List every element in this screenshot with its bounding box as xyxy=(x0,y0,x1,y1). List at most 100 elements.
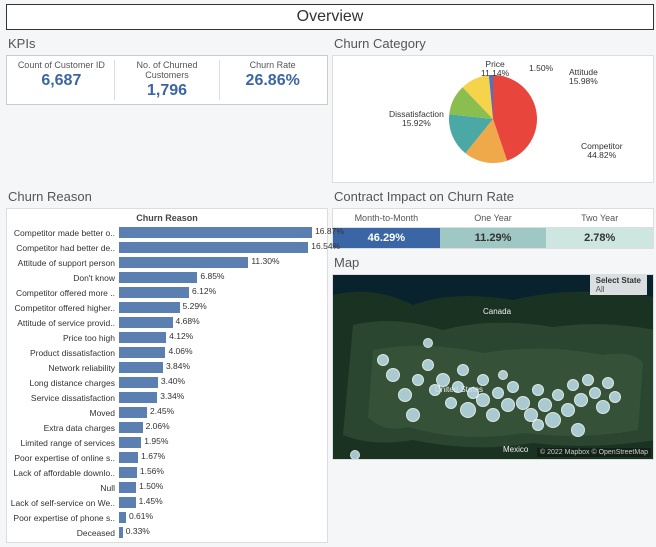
map-dot[interactable] xyxy=(532,384,544,396)
map-dot[interactable] xyxy=(538,398,552,412)
churn-reason-label: Long distance charges xyxy=(9,378,119,388)
churn-reason-bar xyxy=(119,527,123,538)
churn-reason-value: 16.54% xyxy=(311,241,340,251)
contract-col-value[interactable]: 11.29% xyxy=(440,228,547,248)
map-country-label: Mexico xyxy=(503,445,528,454)
churn-reason-bar xyxy=(119,242,308,253)
map-dot[interactable] xyxy=(501,398,515,412)
churn-reason-value: 6.85% xyxy=(200,271,224,281)
churn-reason-row[interactable]: Competitor made better o..16.87% xyxy=(9,225,325,240)
map-dot[interactable] xyxy=(561,403,575,417)
map-dot[interactable] xyxy=(398,388,412,402)
map-dot[interactable] xyxy=(350,450,360,460)
contract-table[interactable]: Month-to-MonthOne YearTwo Year 46.29%11.… xyxy=(332,208,654,249)
churn-reason-bar xyxy=(119,332,166,343)
map-dot[interactable] xyxy=(602,377,614,389)
map-dot[interactable] xyxy=(406,408,420,422)
churn-reason-row[interactable]: Service dissatisfaction3.34% xyxy=(9,390,325,405)
churn-reason-row[interactable]: Null1.50% xyxy=(9,480,325,495)
churn-reason-section: Churn Reason Churn Reason Competitor mad… xyxy=(6,187,328,543)
kpi-value: 6,687 xyxy=(9,72,114,90)
map-dot[interactable] xyxy=(486,408,500,422)
churn-reason-label: Limited range of services xyxy=(9,438,119,448)
map-dot[interactable] xyxy=(460,402,476,418)
pie-chart[interactable]: Competitor44.82%Attitude15.98%1.50%Price… xyxy=(332,55,654,183)
churn-reason-label: Lack of affordable downlo.. xyxy=(9,468,119,478)
kpi-value: 26.86% xyxy=(220,72,325,90)
churn-reason-row[interactable]: Network reliability3.84% xyxy=(9,360,325,375)
churn-reason-label: Attitude of service provid.. xyxy=(9,318,119,328)
churn-reason-row[interactable]: Price too high4.12% xyxy=(9,330,325,345)
map-dot[interactable] xyxy=(532,419,544,431)
churn-reason-row[interactable]: Don't know6.85% xyxy=(9,270,325,285)
map-dot[interactable] xyxy=(445,397,457,409)
churn-reason-chart[interactable]: Churn Reason Competitor made better o..1… xyxy=(6,208,328,543)
kpis-header: KPIs xyxy=(6,34,328,53)
churn-reason-row[interactable]: Moved2.45% xyxy=(9,405,325,420)
contract-section: Contract Impact on Churn Rate Month-to-M… xyxy=(332,187,654,249)
churn-reason-label: Service dissatisfaction xyxy=(9,393,119,403)
map-dot[interactable] xyxy=(498,370,508,380)
churn-reason-row[interactable]: Attitude of service provid.. 4.68% xyxy=(9,315,325,330)
dashboard: Overview KPIs Count of Customer ID6,687N… xyxy=(0,0,656,547)
map-dot[interactable] xyxy=(457,364,469,376)
map-dot[interactable] xyxy=(552,389,564,401)
churn-reason-row[interactable]: Lack of affordable downlo..1.56% xyxy=(9,465,325,480)
churn-reason-bar xyxy=(119,422,143,433)
pie-label: Competitor44.82% xyxy=(581,142,623,161)
churn-reason-bar xyxy=(119,437,141,448)
map-dot[interactable] xyxy=(412,374,424,386)
churn-reason-label: Competitor offered more .. xyxy=(9,288,119,298)
map-dot[interactable] xyxy=(423,338,433,348)
map-dot[interactable] xyxy=(476,393,490,407)
map-dot[interactable] xyxy=(436,373,450,387)
map-dot[interactable] xyxy=(452,381,464,393)
map-dot[interactable] xyxy=(609,391,621,403)
contract-col-value[interactable]: 46.29% xyxy=(333,228,440,248)
churn-reason-bar xyxy=(119,407,147,418)
map-country-label: Canada xyxy=(483,307,511,316)
map-state-selector[interactable]: Select State All xyxy=(590,275,647,295)
churn-reason-row[interactable]: Competitor had better de..16.54% xyxy=(9,240,325,255)
contract-header: Contract Impact on Churn Rate xyxy=(332,187,654,206)
churn-reason-col-header: Churn Reason xyxy=(9,213,325,223)
map-credit: © 2022 Mapbox © OpenStreetMap xyxy=(537,448,651,457)
churn-reason-row[interactable]: Competitor offered higher..5.29% xyxy=(9,300,325,315)
contract-col-header: Month-to-Month xyxy=(333,209,440,228)
churn-reason-row[interactable]: Poor expertise of online s..1.67% xyxy=(9,450,325,465)
map-dot[interactable] xyxy=(589,387,601,399)
churn-reason-value: 4.68% xyxy=(176,316,200,326)
map-dot[interactable] xyxy=(477,374,489,386)
map[interactable]: Select State All © 2022 Mapbox © OpenStr… xyxy=(332,274,654,460)
kpi-card: Count of Customer ID6,687No. of Churned … xyxy=(6,55,328,105)
churn-reason-value: 6.12% xyxy=(192,286,216,296)
churn-reason-row[interactable]: Extra data charges2.06% xyxy=(9,420,325,435)
map-dot[interactable] xyxy=(492,387,504,399)
map-dot[interactable] xyxy=(582,374,594,386)
map-dot[interactable] xyxy=(507,381,519,393)
churn-reason-row[interactable]: Poor expertise of phone s..0.61% xyxy=(9,510,325,525)
churn-reason-label: Product dissatisfaction xyxy=(9,348,119,358)
churn-reason-row[interactable]: Lack of self-service on We..1.45% xyxy=(9,495,325,510)
map-dot[interactable] xyxy=(545,412,561,428)
map-dot[interactable] xyxy=(386,368,400,382)
churn-reason-value: 4.06% xyxy=(168,346,192,356)
churn-reason-row[interactable]: Competitor offered more .. 6.12% xyxy=(9,285,325,300)
churn-reason-row[interactable]: Limited range of services1.95% xyxy=(9,435,325,450)
churn-reason-row[interactable]: Product dissatisfaction 4.06% xyxy=(9,345,325,360)
map-dot[interactable] xyxy=(422,359,434,371)
churn-reason-label: Moved xyxy=(9,408,119,418)
contract-col-value[interactable]: 2.78% xyxy=(546,228,653,248)
churn-reason-row[interactable]: Attitude of support person11.30% xyxy=(9,255,325,270)
kpi-item: Churn Rate26.86% xyxy=(220,60,325,100)
map-select-value: All xyxy=(596,285,641,294)
kpi-label: No. of Churned Customers xyxy=(115,60,220,80)
churn-reason-row[interactable]: Deceased0.33% xyxy=(9,525,325,540)
map-dot[interactable] xyxy=(596,400,610,414)
churn-reason-row[interactable]: Long distance charges3.40% xyxy=(9,375,325,390)
map-dot[interactable] xyxy=(571,423,585,437)
map-dot[interactable] xyxy=(377,354,389,366)
map-dot[interactable] xyxy=(567,379,579,391)
map-dot[interactable] xyxy=(574,393,588,407)
churn-reason-bar xyxy=(119,362,163,373)
